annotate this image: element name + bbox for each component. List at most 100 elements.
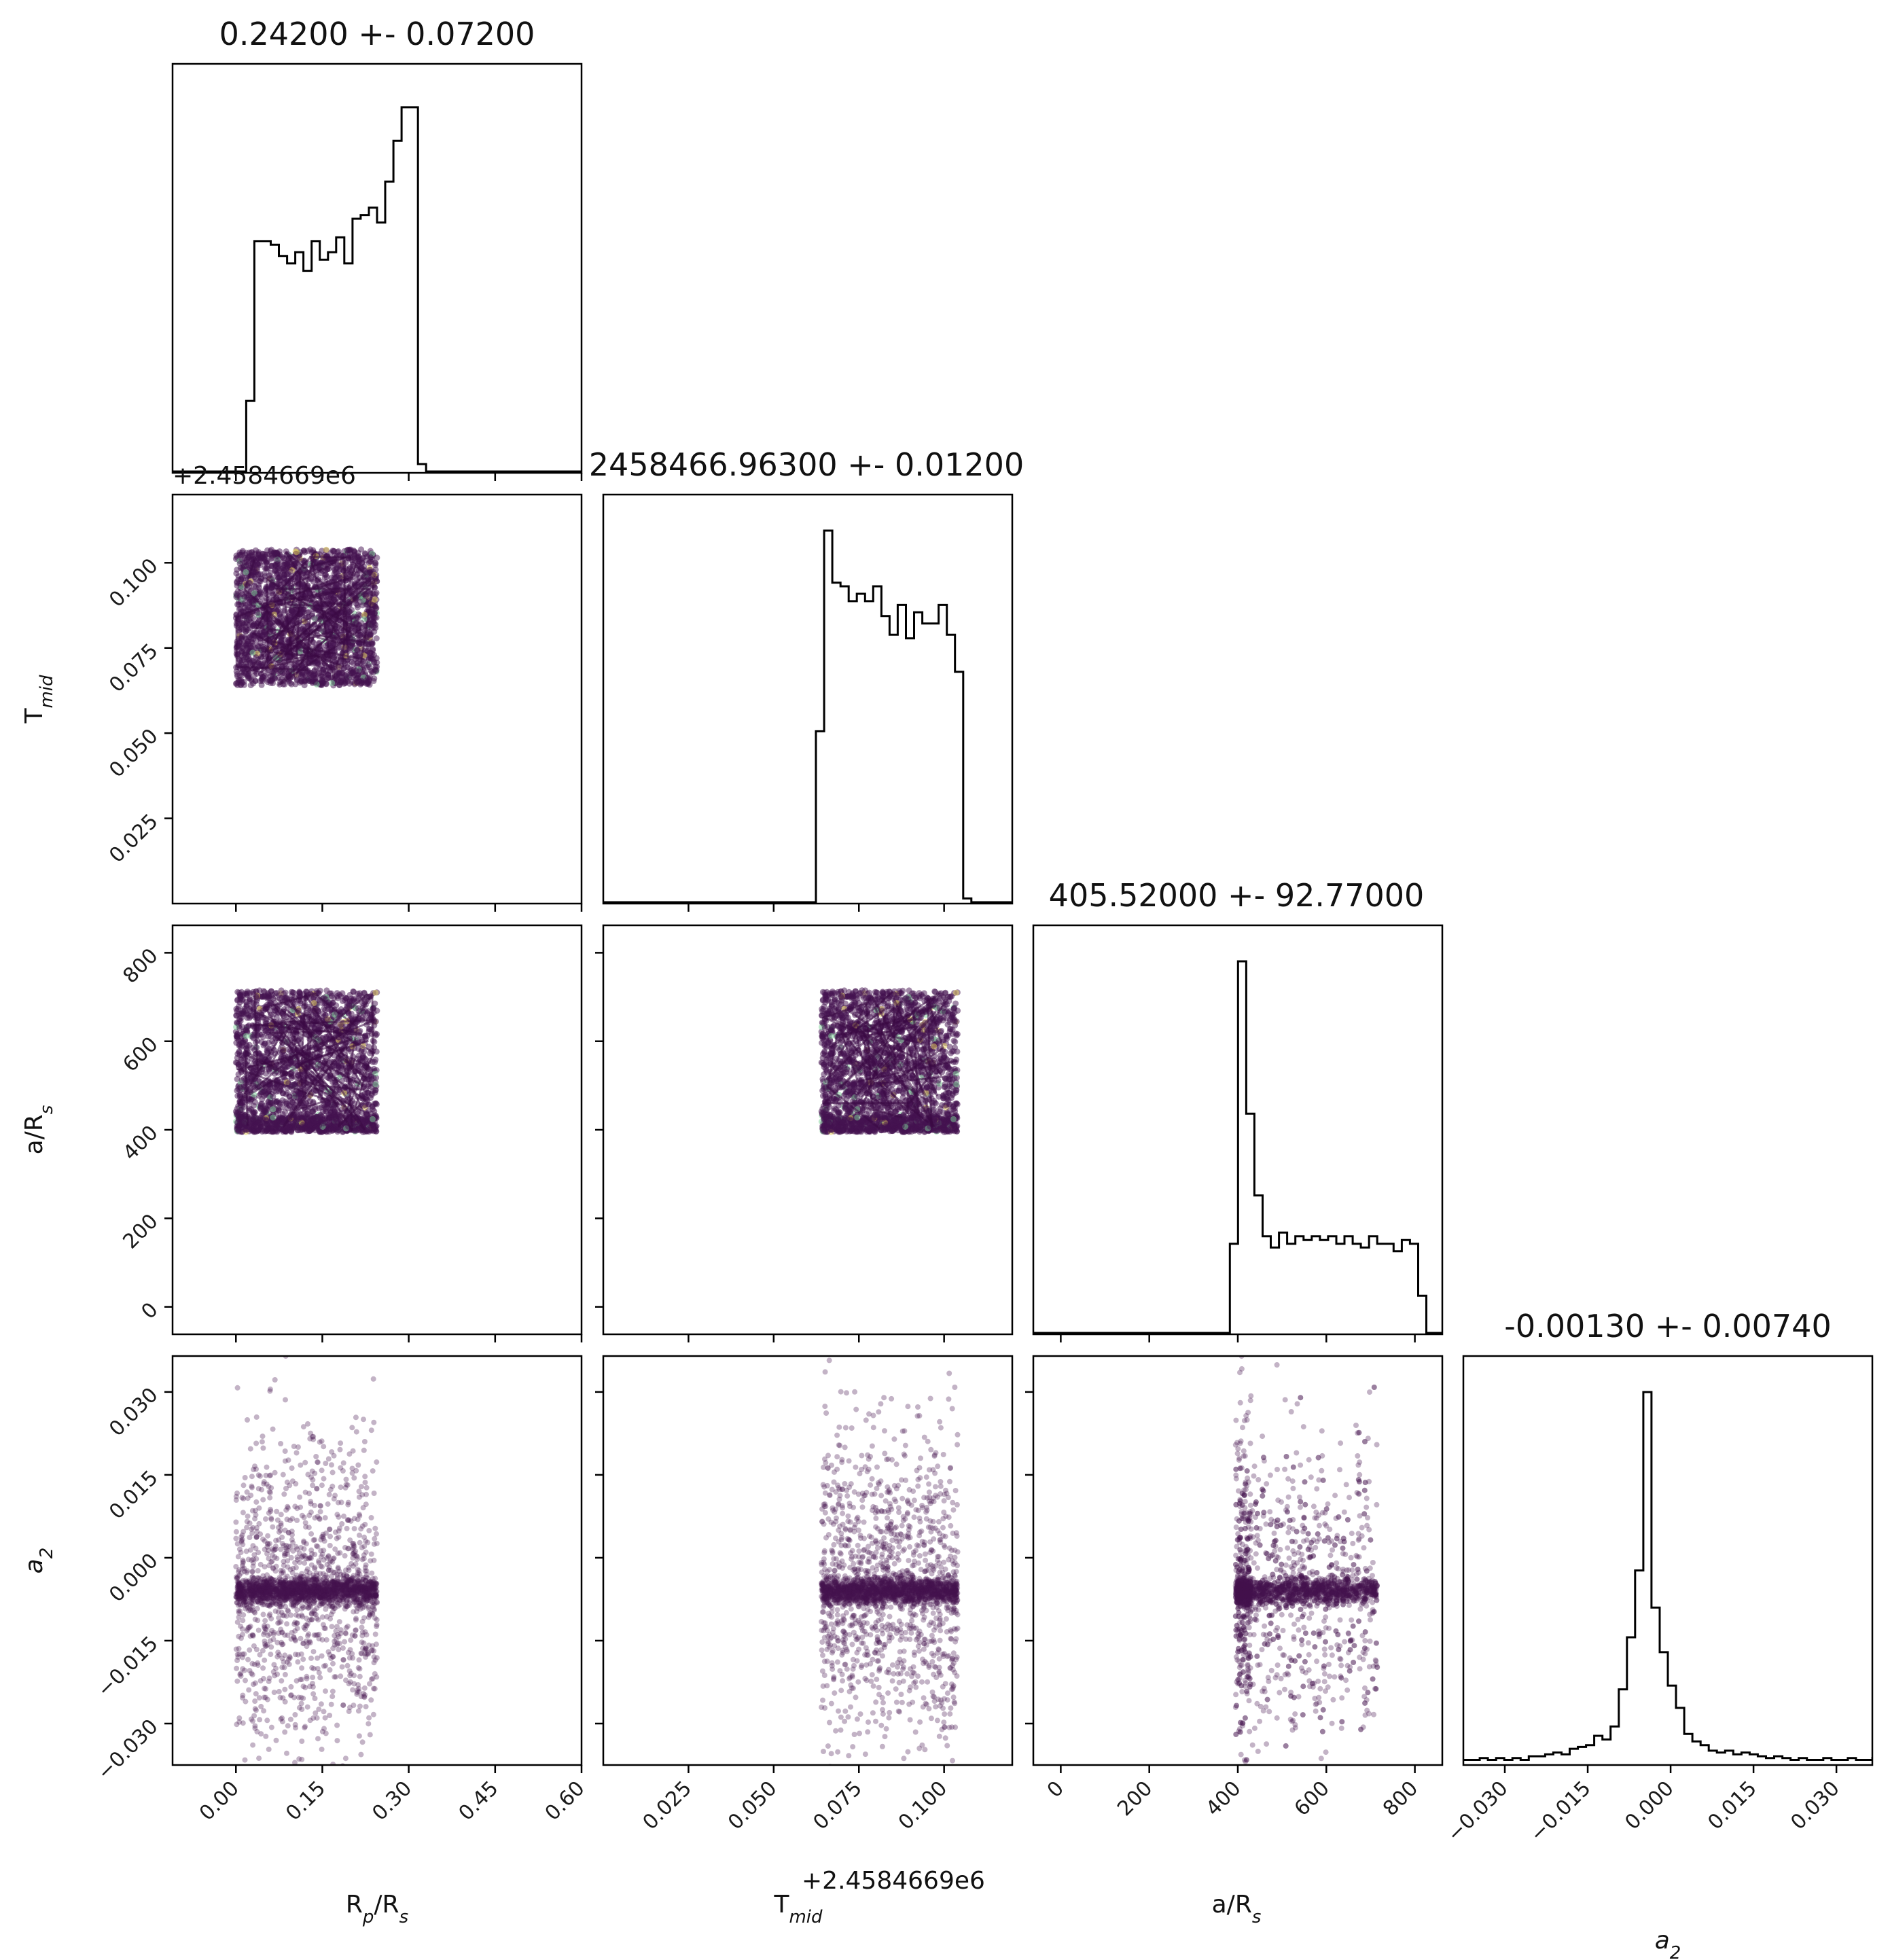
sample-point xyxy=(351,613,357,620)
sample-point xyxy=(361,1048,368,1055)
sample-point xyxy=(250,1035,257,1041)
sample-point xyxy=(280,607,287,614)
sample-point xyxy=(264,1125,270,1132)
sample-point xyxy=(316,1105,323,1111)
sample-point xyxy=(237,1107,244,1113)
sample-point xyxy=(361,1054,368,1061)
sample-point xyxy=(310,995,317,1002)
sample-point xyxy=(323,546,329,553)
sample-point xyxy=(325,675,332,681)
sample-point xyxy=(299,612,305,619)
sample-point xyxy=(264,1047,270,1054)
sample-point xyxy=(344,660,351,667)
sample-point xyxy=(372,603,378,610)
sample-point xyxy=(353,619,360,626)
density-contour xyxy=(267,997,376,1128)
sample-point xyxy=(323,1109,330,1116)
sample-point xyxy=(291,1122,298,1129)
sample-point xyxy=(354,647,360,653)
sample-point xyxy=(349,607,355,613)
sample-point xyxy=(346,991,353,998)
sample-point xyxy=(273,1099,280,1105)
sample-point xyxy=(370,618,376,625)
sample-point xyxy=(339,990,346,997)
sample-point xyxy=(351,672,358,679)
sample-point xyxy=(367,1094,374,1101)
sample-point xyxy=(374,1031,380,1037)
sample-point xyxy=(365,1083,372,1090)
sample-point xyxy=(359,1116,366,1122)
sample-point xyxy=(359,680,365,686)
sample-point xyxy=(262,1107,268,1114)
sample-point xyxy=(368,653,374,660)
sample-point xyxy=(319,677,326,684)
sample-point xyxy=(237,1084,244,1090)
sample-point xyxy=(268,994,275,1001)
sample-point xyxy=(284,563,291,569)
sample-point xyxy=(254,609,261,616)
sample-point xyxy=(246,675,253,681)
sample-point xyxy=(357,599,363,605)
sample-point xyxy=(238,1116,245,1122)
sample-point xyxy=(308,576,315,583)
sample-point xyxy=(245,1012,252,1018)
sample-point xyxy=(244,594,251,601)
sample-point xyxy=(268,552,275,559)
sample-point xyxy=(346,997,353,1004)
sample-point xyxy=(329,993,335,999)
sample-point xyxy=(237,996,244,1003)
sample-point xyxy=(302,677,309,684)
sample-point xyxy=(267,679,274,686)
sample-point xyxy=(238,677,245,683)
density-contour xyxy=(243,559,352,679)
sample-point xyxy=(351,554,358,561)
sample-point xyxy=(366,569,373,575)
sample-point xyxy=(372,591,379,598)
sample-point xyxy=(240,575,247,582)
sample-point xyxy=(349,679,355,685)
sample-point xyxy=(234,673,240,679)
sample-point xyxy=(336,572,342,579)
sample-point xyxy=(280,1045,286,1052)
sample-point xyxy=(243,1001,250,1008)
scatter-panel-rp-vs-ars xyxy=(232,987,380,1135)
sample-point xyxy=(249,999,255,1006)
sample-point xyxy=(277,611,283,618)
sample-point xyxy=(270,669,277,676)
sample-point xyxy=(274,558,281,565)
sample-point xyxy=(329,679,336,686)
sample-point xyxy=(355,1126,362,1133)
sample-point xyxy=(336,679,342,685)
sample-point xyxy=(354,660,361,666)
sample-point xyxy=(245,1022,252,1029)
sample-point xyxy=(236,616,243,623)
sample-point xyxy=(361,611,368,618)
sample-point xyxy=(257,1124,264,1131)
sample-point xyxy=(280,555,287,562)
sample-point xyxy=(292,681,299,688)
density-contour xyxy=(260,563,367,674)
sample-point xyxy=(242,623,249,630)
sample-point xyxy=(234,1031,241,1037)
sample-point xyxy=(272,675,278,681)
sample-point xyxy=(274,1127,281,1134)
sample-point xyxy=(271,1120,278,1127)
sample-point xyxy=(329,548,336,554)
sample-point xyxy=(283,1101,290,1107)
sample-point xyxy=(311,679,318,685)
sample-point xyxy=(238,1077,245,1084)
sample-point xyxy=(366,1011,373,1018)
sample-point xyxy=(260,674,266,681)
sample-point xyxy=(373,635,380,642)
sample-point xyxy=(251,1127,257,1134)
sample-point xyxy=(286,1093,293,1100)
sample-point xyxy=(241,670,248,676)
sample-points-layer xyxy=(232,546,1380,1765)
sample-point xyxy=(372,1081,379,1088)
sample-point xyxy=(236,628,243,635)
sample-point xyxy=(258,575,264,582)
sample-point xyxy=(372,989,379,996)
sample-point xyxy=(310,614,317,621)
sample-point xyxy=(371,1125,378,1132)
sample-point xyxy=(285,1125,291,1131)
